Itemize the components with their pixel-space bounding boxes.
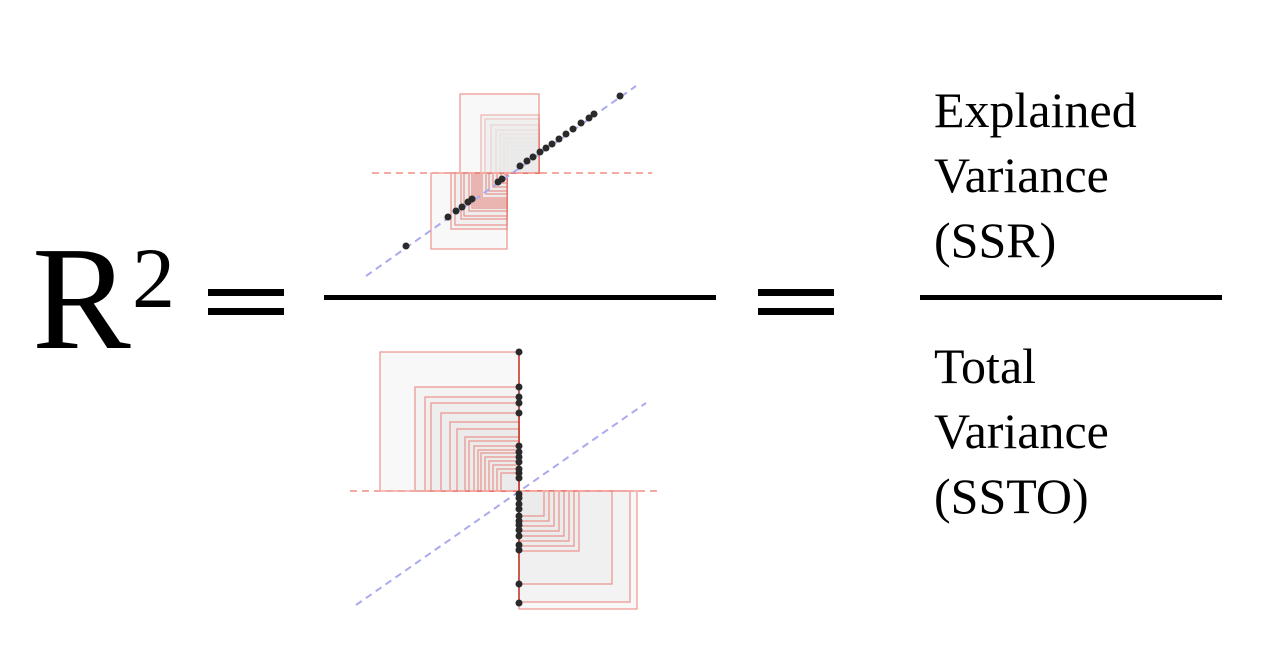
ssto-point [515,383,523,391]
r-squared-symbol: R 2 [32,225,175,373]
ssr-point [529,153,537,161]
ssto-square [518,490,565,537]
ssto-point [515,494,523,502]
ssto-point [515,526,523,534]
ssto-point [515,409,523,417]
ssto-point [515,448,523,456]
denominator-line-1: Total [934,338,1037,394]
numerator-line-3: (SSR) [934,212,1057,268]
fraction-bar-graphic [324,295,716,300]
ssto-point [515,348,523,356]
ssto-point [515,458,523,466]
ssto-point [515,453,523,461]
ssr-point [548,140,556,148]
ssr-point [569,125,577,133]
ssr-point [452,207,460,215]
equals-sign-1 [208,289,284,315]
equals-sign-2 [758,289,834,315]
denominator-line-2: Variance [934,403,1109,459]
ssto-point [515,500,523,508]
ssto-point [515,399,523,407]
fraction-bar-text [920,295,1222,300]
ssto-square [518,490,560,532]
ssr-point [616,92,624,100]
ssto-point [515,532,523,540]
ssto-square [500,472,520,492]
ssto-point [515,580,523,588]
ssto-point [515,505,523,513]
ssr-square [490,124,540,174]
ssr-point [555,135,563,143]
ssr-point [590,110,598,118]
ssto-point [515,521,523,529]
r-letter: R [32,217,131,381]
ssr-point [536,148,544,156]
ssr-point [468,195,476,203]
ssto-square [414,386,520,492]
ssr-point [585,114,593,122]
ssto-point [515,541,523,549]
ssr-plot [365,85,652,277]
ssto-regression-line [355,402,647,606]
ssto-point [515,469,523,477]
ssr-point [542,144,550,152]
denominator-line-3: (SSTO) [934,468,1089,524]
ssr-point [562,130,570,138]
ssto-point [515,393,523,401]
ssto-square [440,412,520,492]
ssr-point [444,213,452,221]
ssto-square [484,456,520,492]
ssto-plot [350,348,658,610]
ssto-point [515,512,523,520]
ssr-point [402,242,410,250]
numerator-line-1: Explained [934,82,1137,138]
denominator-label: Total Variance (SSTO) [934,334,1109,529]
ssto-square [518,490,545,517]
ssto-square [518,490,555,527]
ssto-point [515,546,523,554]
ssr-point [516,162,524,170]
ssto-point [515,599,523,607]
ssto-square [456,428,520,492]
numerator-line-2: Variance [934,147,1109,203]
superscript-two: 2 [132,230,175,326]
ssto-square [468,440,520,492]
ssr-point [523,157,531,165]
ssto-square [518,490,613,585]
ssto-point [515,442,523,450]
numerator-label: Explained Variance (SSR) [934,78,1137,273]
ssr-point [577,119,585,127]
ssr-point [458,203,466,211]
ssr-point [498,175,506,183]
ssto-point [515,474,523,482]
